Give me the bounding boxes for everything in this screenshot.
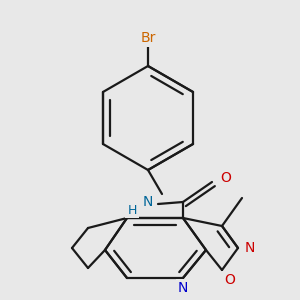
Text: N: N xyxy=(143,195,153,209)
Text: Br: Br xyxy=(140,31,156,45)
Text: O: O xyxy=(220,171,231,185)
Text: O: O xyxy=(225,273,236,287)
Text: H: H xyxy=(127,203,137,217)
Text: N: N xyxy=(245,241,255,255)
Text: N: N xyxy=(178,281,188,295)
